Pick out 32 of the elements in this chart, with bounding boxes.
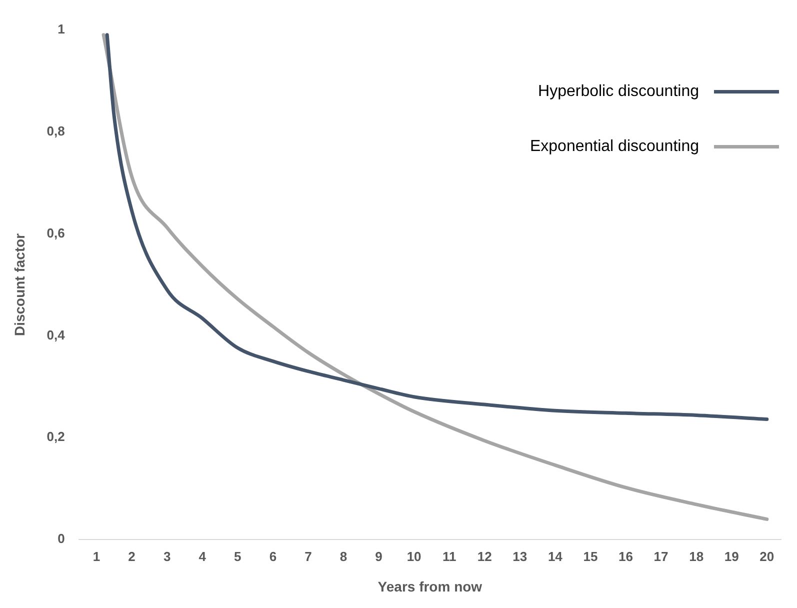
x-tick-label: 2	[128, 548, 136, 564]
x-tick-label: 13	[512, 548, 528, 564]
x-tick-label: 11	[442, 548, 456, 564]
x-tick-label: 18	[689, 548, 704, 564]
x-tick-label: 16	[618, 548, 633, 564]
legend-label: Hyperbolic discounting	[538, 83, 699, 100]
x-tick-label: 12	[477, 548, 492, 564]
x-tick-label: 20	[760, 548, 774, 564]
y-axis-title: Discount factor	[11, 232, 28, 336]
x-tick-label: 5	[234, 548, 242, 564]
line-series	[102, 33, 769, 521]
y-tick-label: 0,4	[46, 327, 66, 342]
y-tick-label: 0,8	[46, 123, 65, 138]
x-tick-label: 6	[269, 548, 277, 564]
x-tick-label: 3	[163, 548, 171, 564]
x-tick-label: 1	[92, 548, 100, 564]
x-tick-label: 19	[724, 548, 739, 564]
line-series	[105, 33, 769, 422]
y-tick-label: 1	[58, 21, 65, 36]
x-tick-label: 7	[304, 548, 312, 564]
x-tick-label: 14	[548, 548, 564, 564]
x-axis-title: Years from now	[378, 578, 482, 594]
y-tick-label: 0,6	[46, 225, 65, 240]
x-tick-label: 9	[375, 548, 382, 564]
x-tick-label: 8	[340, 548, 348, 564]
x-tick-label: 17	[654, 548, 668, 564]
y-tick-label: 0,2	[46, 429, 65, 444]
x-tick-label: 4	[198, 548, 207, 564]
x-tick-label: 10	[406, 548, 422, 564]
y-tick-label: 0	[58, 531, 65, 546]
legend-label: Exponential discounting	[530, 138, 699, 156]
x-tick-label: 15	[583, 548, 598, 564]
